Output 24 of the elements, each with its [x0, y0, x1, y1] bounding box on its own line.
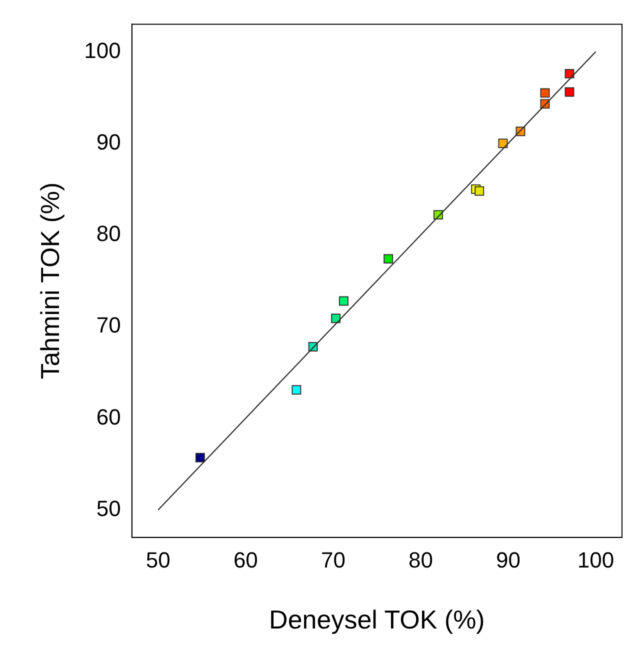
y-axis-title: Tahmini TOK (%) — [34, 182, 65, 380]
point — [384, 254, 394, 264]
point — [498, 138, 508, 148]
x-tick-label: 50 — [146, 548, 170, 573]
y-tick-label: 90 — [96, 129, 121, 154]
x-axis-title: Deneysel TOK (%) — [269, 604, 485, 635]
y-tick-label: 60 — [96, 404, 121, 430]
x-tick-label: 100 — [577, 548, 614, 573]
point — [540, 88, 550, 98]
point — [195, 452, 205, 462]
point — [338, 296, 348, 306]
y-tick-label: 100 — [84, 38, 121, 63]
x-tick-label: 90 — [496, 548, 520, 573]
y-tick-label: 50 — [96, 496, 121, 521]
point — [331, 314, 341, 324]
point — [474, 186, 484, 196]
x-tick-label: 70 — [320, 548, 346, 573]
point — [292, 385, 302, 395]
y-tick-label: 70 — [96, 312, 121, 338]
x-tick-label: 60 — [233, 548, 258, 573]
y-tick-label: 80 — [96, 221, 121, 246]
point — [564, 68, 574, 78]
x-tick-label: 80 — [408, 548, 433, 573]
point — [564, 87, 574, 97]
